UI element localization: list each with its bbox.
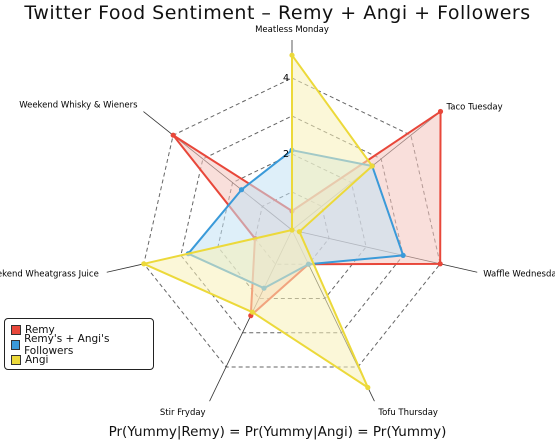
category-label: Meatless Monday xyxy=(255,25,329,35)
legend-item-followers: Remy's + Angi's Followers xyxy=(11,333,147,357)
data-point xyxy=(170,132,176,138)
radial-tick-label: 2 xyxy=(283,149,289,160)
legend-label-angi: Angi xyxy=(25,353,49,366)
data-point xyxy=(400,252,406,258)
category-label: Waffle Wednesday xyxy=(483,269,555,279)
category-label: Weekend Wheatgrass Juice xyxy=(0,269,99,279)
data-point xyxy=(365,384,371,391)
chart-title: Twitter Food Sentiment – Remy + Angi + F… xyxy=(24,2,531,24)
legend-label-remy: Remy xyxy=(25,323,55,336)
data-point xyxy=(437,108,444,115)
chart-caption: Pr(Yummy|Remy) = Pr(Yummy|Angi) = Pr(Yum… xyxy=(108,424,447,440)
legend-swatch-remy xyxy=(11,324,21,335)
legend-swatch-angi xyxy=(11,354,21,365)
series-area-2 xyxy=(142,54,374,389)
legend-item-remy: Remy xyxy=(11,322,147,337)
radial-tick-label: 4 xyxy=(283,73,289,84)
data-point xyxy=(238,187,245,193)
data-point xyxy=(289,227,295,233)
category-label: Stir Fryday xyxy=(160,408,206,418)
data-point xyxy=(369,163,375,169)
radar-series xyxy=(141,52,444,391)
category-label: Taco Tuesday xyxy=(446,103,503,113)
chart-legend: Remy Remy's + Angi's Followers Angi xyxy=(4,318,154,370)
data-point xyxy=(289,52,295,58)
category-label: Weekend Whisky & Wieners xyxy=(19,101,138,111)
data-point xyxy=(296,229,302,235)
legend-swatch-followers xyxy=(11,339,21,350)
data-point xyxy=(437,261,443,267)
radar-labels: 2 4 Meatless Monday Taco Tuesday Waffle Wedn… xyxy=(0,25,555,418)
legend-item-angi: Angi xyxy=(11,352,147,367)
category-label: Tofu Thursday xyxy=(377,408,438,418)
legend-label-followers: Remy's + Angi's Followers xyxy=(24,332,110,357)
data-point xyxy=(249,309,255,315)
data-point xyxy=(141,261,147,267)
